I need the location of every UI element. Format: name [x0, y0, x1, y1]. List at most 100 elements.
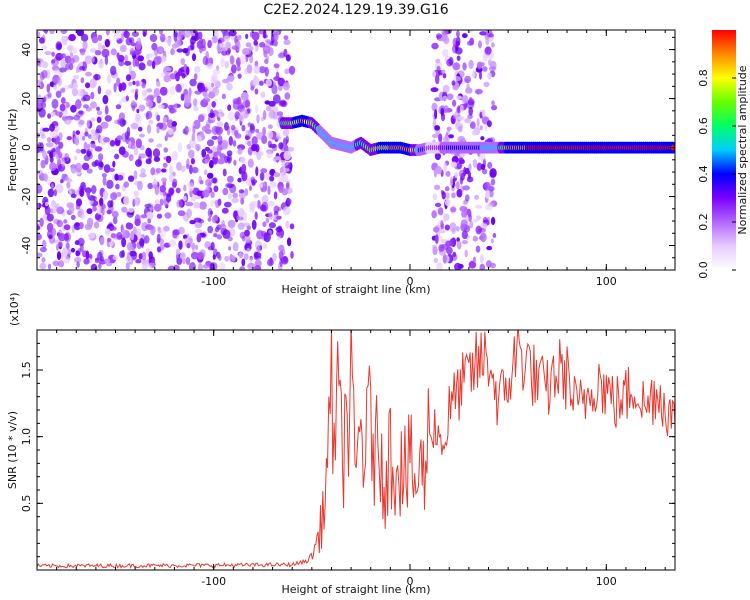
noise-mark-0	[245, 33, 249, 40]
noise-mark-1	[452, 251, 457, 258]
noise-mark-0	[98, 198, 103, 205]
noise-mark-1	[435, 234, 439, 245]
noise-mark-0	[156, 126, 160, 134]
noise-mark-0	[58, 233, 66, 242]
noise-mark-0	[225, 41, 232, 50]
noise-mark-1	[466, 30, 473, 34]
noise-mark-0	[216, 121, 223, 127]
noise-mark-0	[116, 174, 124, 181]
noise-mark-0	[238, 189, 245, 194]
noise-mark-1	[486, 260, 492, 268]
noise-mark-0	[201, 149, 207, 158]
noise-mark-0	[85, 82, 91, 89]
noise-mark-0	[242, 222, 251, 227]
noise-mark-0	[237, 73, 242, 79]
noise-mark-0	[221, 93, 226, 100]
noise-mark-0	[286, 198, 292, 205]
noise-mark-0	[267, 130, 274, 140]
noise-mark-0	[133, 146, 139, 156]
noise-mark-0	[64, 118, 72, 125]
noise-mark-0	[82, 135, 86, 141]
spectrogram-frame	[36, 29, 676, 271]
noise-mark-0	[103, 164, 111, 173]
noise-mark-1	[465, 87, 473, 94]
noise-mark-1	[432, 193, 438, 201]
colorbar-tick-label: 0.6	[697, 117, 710, 135]
noise-mark-0	[109, 140, 116, 147]
noise-mark-1	[456, 162, 463, 170]
noise-mark-0	[53, 68, 61, 74]
noise-mark-0	[70, 104, 77, 113]
noise-mark-0	[268, 211, 274, 221]
noise-mark-0	[186, 208, 193, 219]
noise-mark-0	[79, 65, 85, 71]
noise-mark-0	[90, 117, 96, 122]
noise-mark-0	[175, 187, 181, 194]
noise-mark-0	[197, 31, 203, 40]
noise-mark-0	[43, 173, 48, 182]
noise-mark-0	[193, 98, 198, 107]
noise-mark-0	[261, 135, 268, 145]
noise-mark-0	[206, 63, 214, 69]
noise-mark-0	[63, 224, 71, 231]
noise-mark-0	[159, 86, 168, 96]
noise-mark-0	[286, 187, 293, 194]
noise-mark-1	[461, 230, 468, 240]
noise-mark-0	[79, 188, 85, 197]
noise-mark-0	[273, 63, 280, 69]
noise-mark-0	[218, 255, 222, 261]
noise-mark-0	[101, 204, 106, 210]
noise-mark-0	[86, 168, 93, 174]
noise-mark-1	[444, 224, 450, 231]
noise-mark-0	[217, 158, 225, 165]
noise-mark-0	[167, 38, 172, 47]
noise-mark-0	[190, 251, 199, 260]
noise-mark-0	[76, 30, 84, 37]
noise-mark-0	[107, 74, 112, 84]
noise-mark-0	[189, 164, 193, 175]
noise-mark-0	[60, 179, 64, 184]
noise-mark-1	[469, 37, 475, 46]
y-tick-label: 1.5	[20, 361, 33, 379]
noise-mark-1	[461, 95, 469, 104]
noise-mark-0	[77, 210, 83, 218]
noise-mark-1	[457, 105, 461, 114]
noise-mark-1	[468, 59, 474, 69]
noise-mark-1	[479, 254, 484, 264]
noise-mark-0	[82, 104, 89, 109]
noise-mark-0	[161, 168, 167, 173]
noise-mark-0	[123, 30, 130, 39]
noise-mark-0	[60, 59, 66, 68]
noise-mark-0	[264, 100, 271, 105]
noise-mark-0	[60, 97, 66, 104]
noise-mark-0	[81, 162, 90, 171]
noise-mark-0	[75, 149, 82, 154]
noise-mark-0	[178, 240, 183, 250]
noise-mark-0	[78, 222, 84, 230]
noise-mark-0	[119, 44, 127, 53]
noise-mark-0	[232, 241, 239, 252]
y-tick-label: 20	[20, 92, 33, 106]
noise-mark-0	[108, 222, 113, 228]
noise-mark-0	[113, 33, 121, 41]
noise-mark-0	[121, 32, 125, 42]
noise-mark-0	[261, 195, 269, 204]
noise-mark-0	[258, 183, 263, 188]
snr-y-label: SNR (10 * v/v)	[6, 411, 19, 489]
noise-mark-0	[125, 74, 132, 82]
noise-mark-0	[170, 48, 175, 56]
noise-mark-0	[114, 153, 120, 160]
noise-mark-0	[260, 91, 266, 99]
noise-mark-0	[182, 48, 189, 54]
noise-mark-0	[169, 187, 175, 195]
noise-mark-0	[71, 87, 78, 97]
noise-mark-1	[491, 105, 498, 111]
noise-mark-0	[176, 161, 182, 171]
noise-mark-0	[126, 242, 133, 251]
noise-mark-0	[140, 214, 147, 219]
noise-mark-0	[151, 60, 156, 70]
noise-mark-0	[223, 35, 230, 42]
noise-mark-0	[113, 82, 117, 93]
noise-mark-1	[446, 126, 452, 132]
noise-mark-0	[181, 73, 186, 79]
